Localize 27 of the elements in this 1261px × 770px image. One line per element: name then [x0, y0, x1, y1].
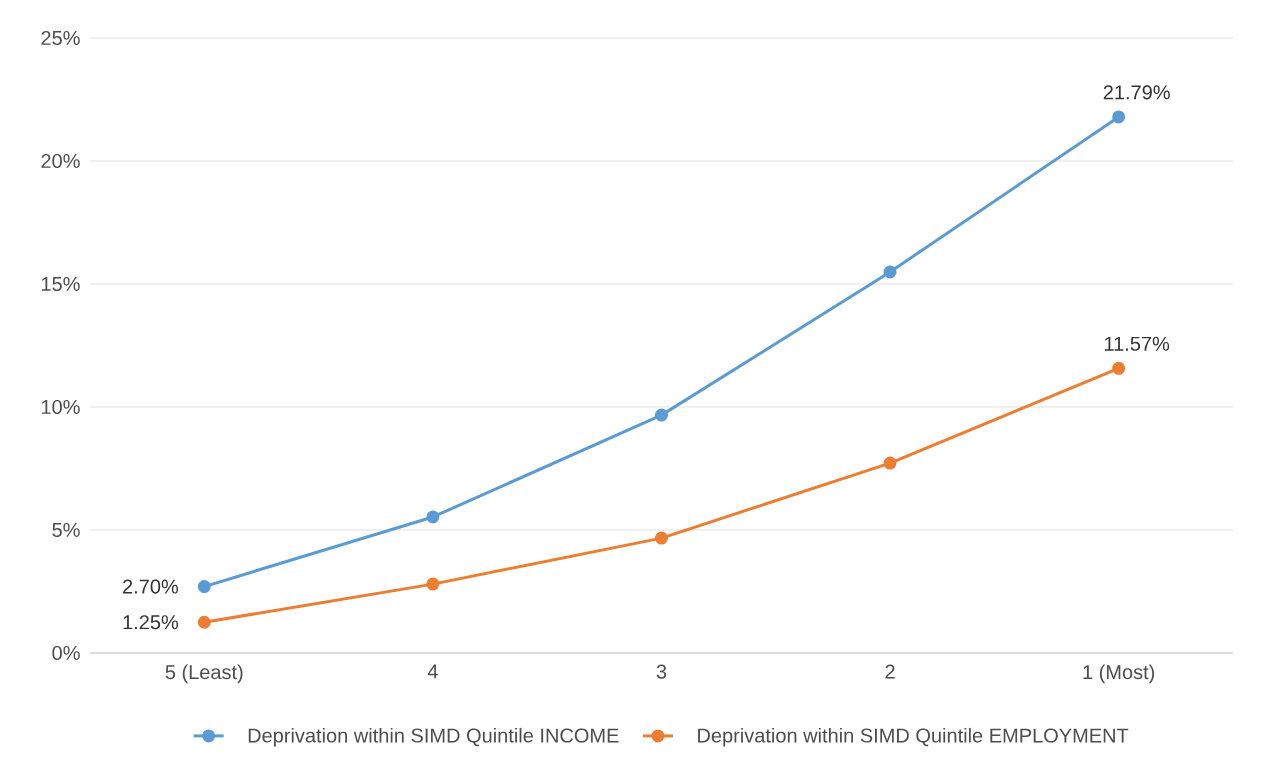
point — [654, 408, 668, 422]
data-label: 2.70% — [123, 579, 179, 594]
point — [883, 265, 897, 279]
point — [197, 615, 211, 629]
point — [426, 510, 440, 524]
y-tick-label: 25% — [41, 30, 80, 46]
data-label: 11.57% — [1105, 336, 1170, 351]
legend-label: Deprivation within SIMD Quintile EMPLOYMENT — [698, 727, 1129, 747]
point — [197, 580, 211, 594]
x-tick-label: 1 (Most) — [1083, 664, 1155, 684]
x-tick-label: 3 — [656, 664, 667, 679]
data-label: 21.79% — [1103, 85, 1170, 100]
data-label: 1.25% — [123, 615, 179, 630]
point — [1112, 361, 1126, 375]
x-tick-label: 5 (Least) — [165, 664, 243, 684]
y-tick-label: 15% — [41, 276, 80, 292]
legend-label: Deprivation within SIMD Quintile INCOME — [248, 727, 619, 747]
y-tick-label: 0% — [52, 645, 80, 661]
point — [654, 531, 668, 545]
x-tick-label: 4 — [427, 664, 438, 679]
y-tick-label: 5% — [52, 522, 80, 538]
y-tick-label: 10% — [41, 399, 80, 415]
y-tick-label: 20% — [41, 153, 80, 169]
x-tick-label: 2 — [885, 664, 895, 679]
point — [883, 456, 897, 470]
point — [1112, 110, 1126, 124]
point — [426, 577, 440, 591]
